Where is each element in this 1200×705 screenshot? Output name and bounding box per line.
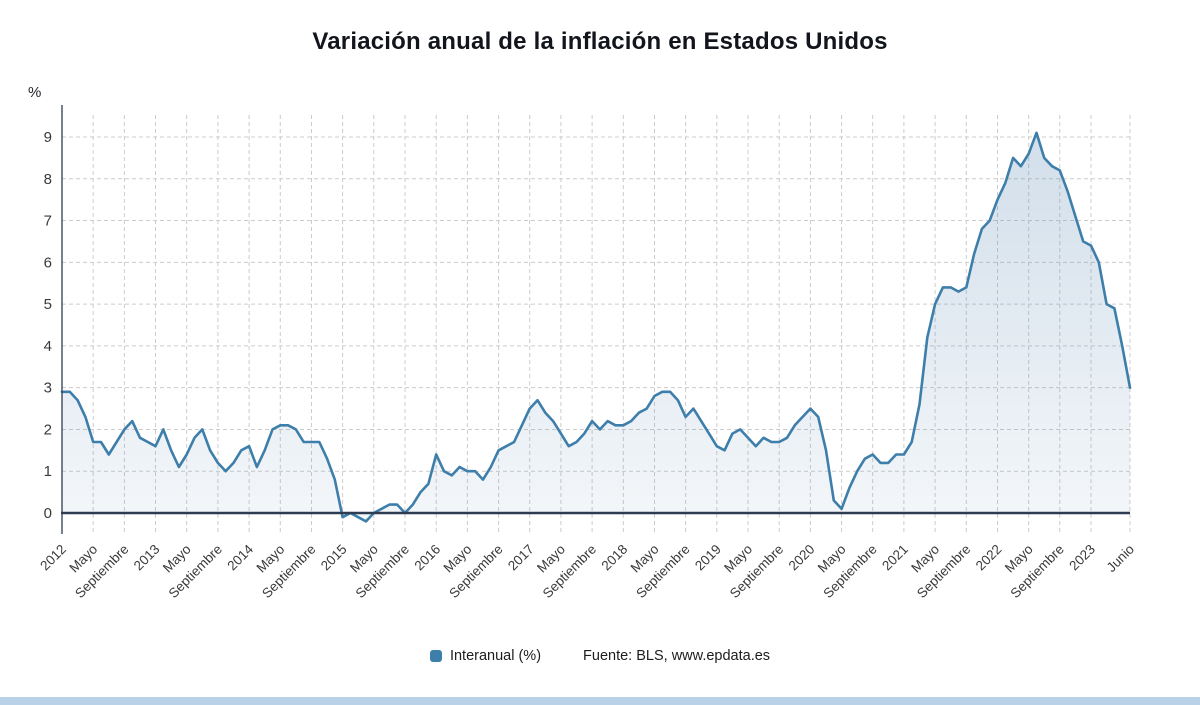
footer-accent-bar <box>0 697 1200 705</box>
y-tick-label: 9 <box>44 129 52 146</box>
x-tick-label: 2017 <box>505 542 537 574</box>
y-tick-label: 0 <box>44 505 52 522</box>
x-tick-label: 2019 <box>692 542 724 574</box>
x-tick-label: 2013 <box>131 542 163 574</box>
legend-label-interanual[interactable]: Interanual (%) <box>449 648 542 664</box>
x-tick-label: 2018 <box>599 542 631 574</box>
x-tick-label: Junio <box>1104 542 1137 575</box>
y-tick-label: 5 <box>44 296 52 313</box>
x-tick-label: 2020 <box>786 542 818 574</box>
y-tick-label: 2 <box>44 421 52 438</box>
series-area <box>62 132 1130 522</box>
legend-row: Interanual (%) Fuente: BLS, www.epdata.e… <box>0 648 1200 664</box>
legend-swatch-interanual[interactable] <box>429 650 442 662</box>
y-tick-label: 6 <box>44 254 52 271</box>
y-tick-label: 8 <box>44 171 52 188</box>
y-tick-label: 1 <box>44 463 52 480</box>
x-tick-label: 2016 <box>411 542 443 574</box>
x-tick-label: 2022 <box>973 542 1005 574</box>
series-line <box>60 131 1132 523</box>
source-label: Fuente: BLS, www.epdata.es <box>583 648 770 664</box>
x-tick-label: 2012 <box>37 542 69 574</box>
y-tick-label: 7 <box>44 213 52 230</box>
chart-title: Variación anual de la inflación en Estad… <box>312 28 888 55</box>
y-axis-unit-label: % <box>28 84 42 101</box>
x-tick-label: 2015 <box>318 542 350 574</box>
source-prefix: Fuente: BLS, <box>583 648 672 664</box>
source-link[interactable]: www.epdata.es <box>671 648 771 664</box>
y-tick-label: 3 <box>44 380 52 397</box>
x-tick-label: 2023 <box>1066 542 1098 574</box>
x-tick-label: 2014 <box>224 541 256 573</box>
x-tick-label: 2021 <box>879 542 911 574</box>
y-tick-label: 4 <box>44 338 52 355</box>
